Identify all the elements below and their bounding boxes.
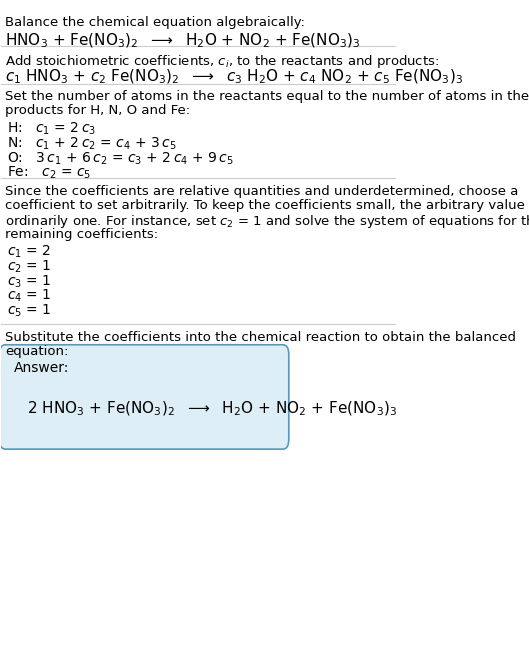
Text: $c_2$ = 1: $c_2$ = 1 <box>7 258 51 275</box>
Text: Balance the chemical equation algebraically:: Balance the chemical equation algebraica… <box>5 16 305 28</box>
Text: HNO$_3$ + Fe(NO$_3$)$_2$  $\longrightarrow$  H$_2$O + NO$_2$ + Fe(NO$_3$)$_3$: HNO$_3$ + Fe(NO$_3$)$_2$ $\longrightarro… <box>5 32 361 50</box>
Text: $c_1$ = 2: $c_1$ = 2 <box>7 244 51 260</box>
Text: Substitute the coefficients into the chemical reaction to obtain the balanced: Substitute the coefficients into the che… <box>5 331 516 344</box>
Text: N:   $c_1$ + $2\,c_2$ = $c_4$ + $3\,c_5$: N: $c_1$ + $2\,c_2$ = $c_4$ + $3\,c_5$ <box>7 135 177 152</box>
Text: $c_3$ = 1: $c_3$ = 1 <box>7 273 51 290</box>
FancyBboxPatch shape <box>0 345 289 449</box>
Text: $c_1$ HNO$_3$ + $c_2$ Fe(NO$_3$)$_2$  $\longrightarrow$  $c_3$ H$_2$O + $c_4$ NO: $c_1$ HNO$_3$ + $c_2$ Fe(NO$_3$)$_2$ $\l… <box>5 68 463 86</box>
Text: H:   $c_1$ = $2\,c_3$: H: $c_1$ = $2\,c_3$ <box>7 120 96 137</box>
Text: products for H, N, O and Fe:: products for H, N, O and Fe: <box>5 104 190 118</box>
Text: equation:: equation: <box>5 345 69 358</box>
Text: Set the number of atoms in the reactants equal to the number of atoms in the: Set the number of atoms in the reactants… <box>5 91 529 104</box>
Text: Fe:   $c_2$ = $c_5$: Fe: $c_2$ = $c_5$ <box>7 165 92 181</box>
Text: $c_4$ = 1: $c_4$ = 1 <box>7 288 51 305</box>
Text: Answer:: Answer: <box>14 361 69 375</box>
Text: ordinarily one. For instance, set $c_2$ = 1 and solve the system of equations fo: ordinarily one. For instance, set $c_2$ … <box>5 214 529 230</box>
Text: coefficient to set arbitrarily. To keep the coefficients small, the arbitrary va: coefficient to set arbitrarily. To keep … <box>5 199 529 212</box>
Text: 2 HNO$_3$ + Fe(NO$_3$)$_2$  $\longrightarrow$  H$_2$O + NO$_2$ + Fe(NO$_3$)$_3$: 2 HNO$_3$ + Fe(NO$_3$)$_2$ $\longrightar… <box>27 399 397 418</box>
Text: $c_5$ = 1: $c_5$ = 1 <box>7 303 51 319</box>
Text: Add stoichiometric coefficients, $c_i$, to the reactants and products:: Add stoichiometric coefficients, $c_i$, … <box>5 53 440 70</box>
Text: O:   $3\,c_1$ + $6\,c_2$ = $c_3$ + $2\,c_4$ + $9\,c_5$: O: $3\,c_1$ + $6\,c_2$ = $c_3$ + $2\,c_4… <box>7 150 234 167</box>
Text: remaining coefficients:: remaining coefficients: <box>5 228 159 241</box>
Text: Since the coefficients are relative quantities and underdetermined, choose a: Since the coefficients are relative quan… <box>5 185 519 198</box>
